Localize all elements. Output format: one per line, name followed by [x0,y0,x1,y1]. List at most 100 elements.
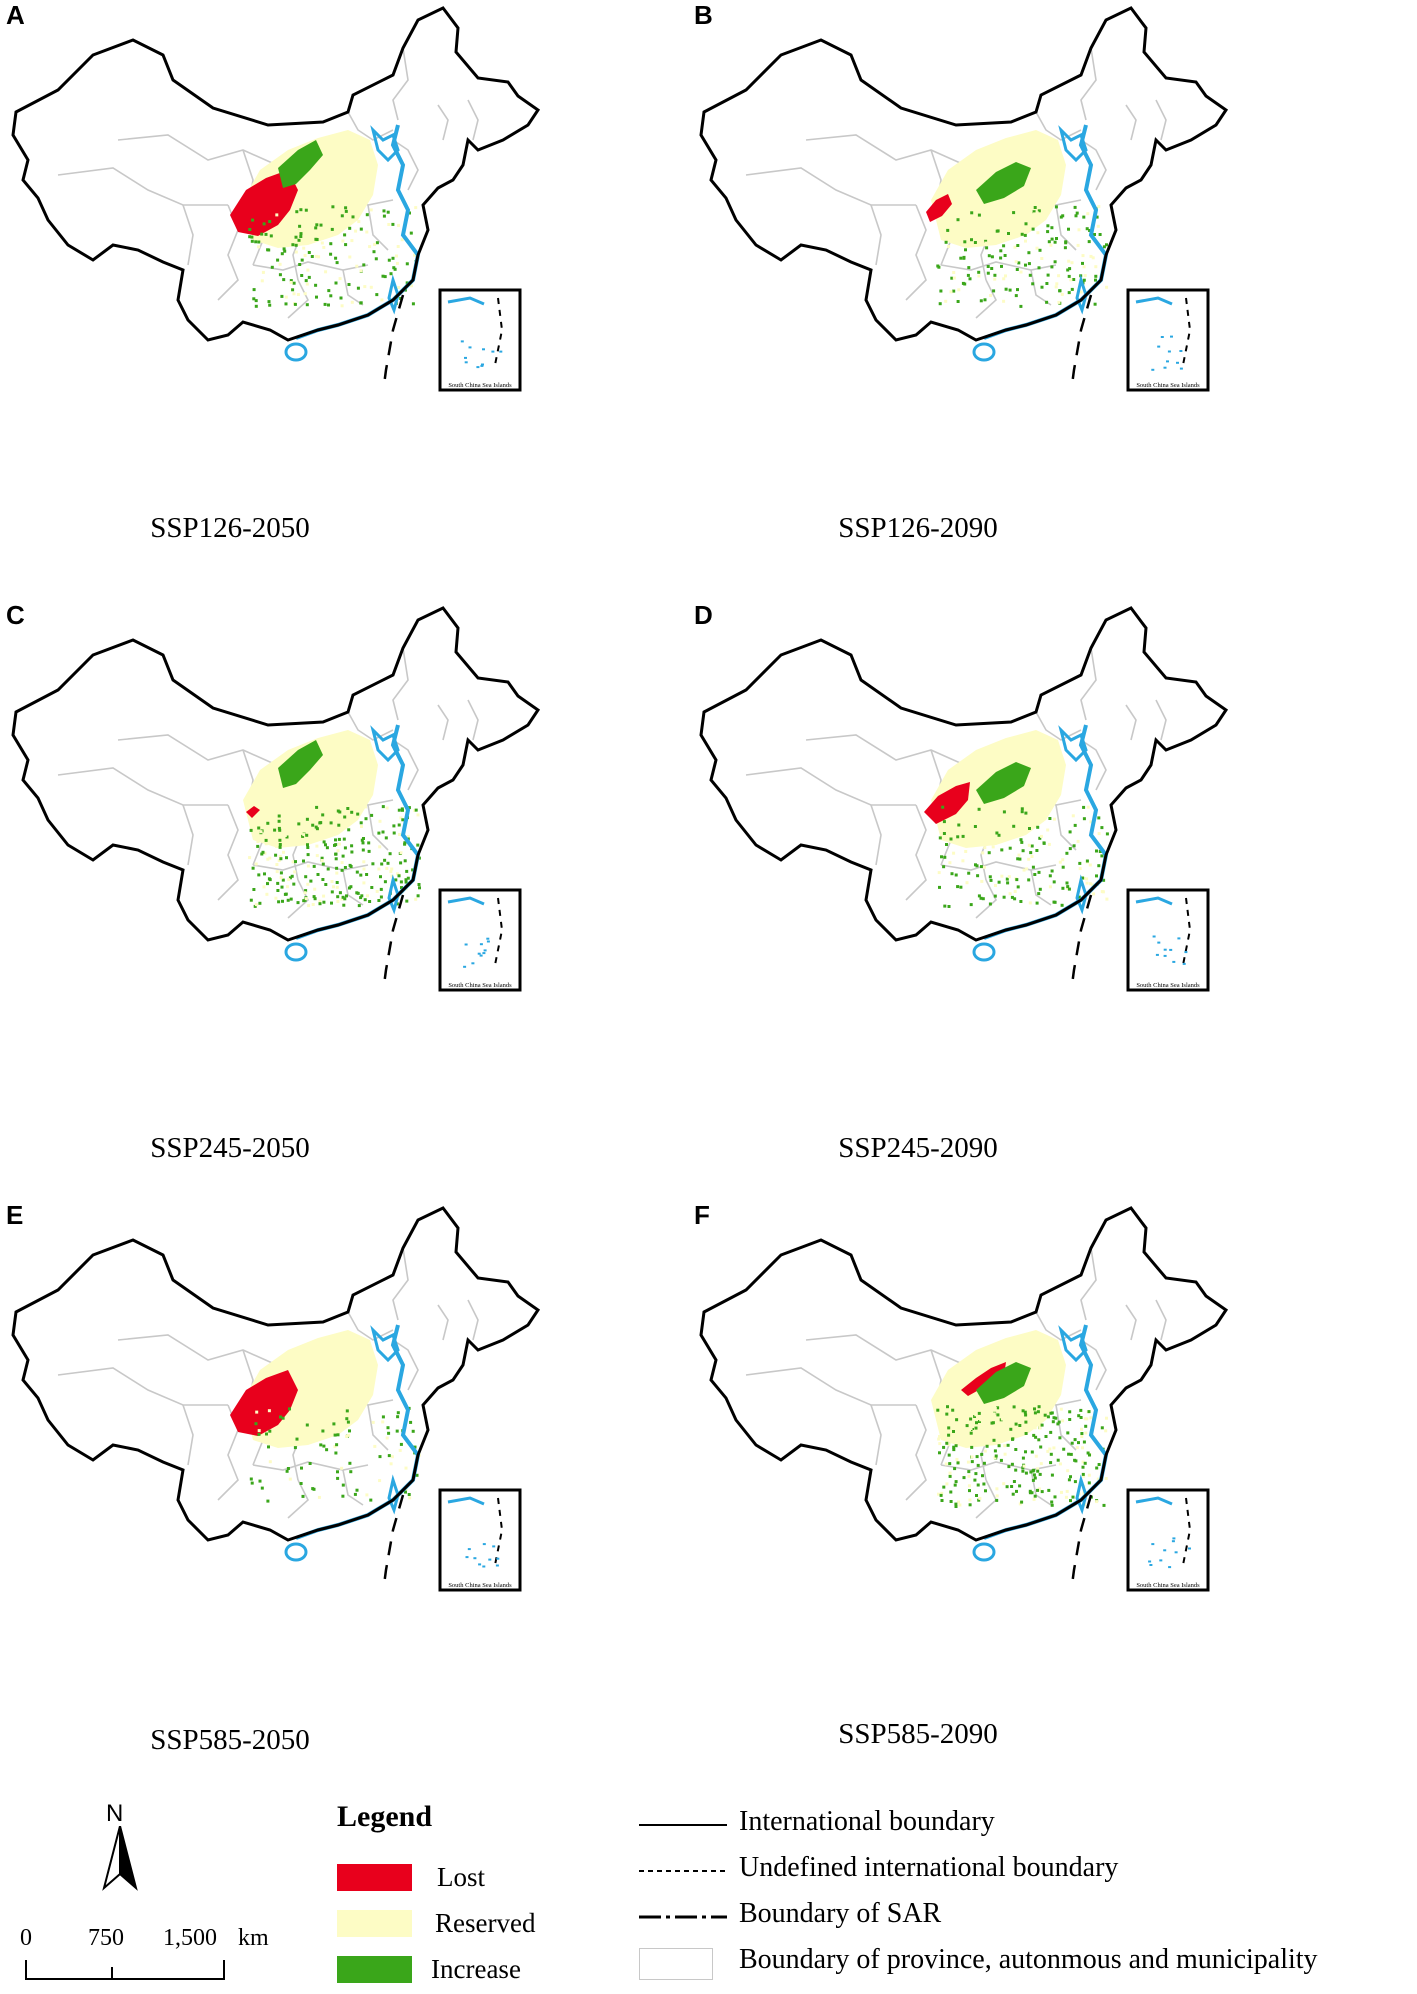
suitability-speckle [373,242,377,246]
suitability-speckle [1067,1452,1071,1456]
suitability-speckle [987,254,991,258]
inset-island [1163,366,1167,369]
suitability-speckle [997,1444,1001,1448]
suitability-speckle [395,254,398,258]
suitability-speckle [937,871,941,875]
suitability-speckle [287,878,291,882]
suitability-speckle [266,882,269,886]
inset-island [1171,1540,1175,1543]
suitability-speckle [1037,1438,1041,1442]
suitability-speckle [1048,1447,1052,1451]
suitability-speckle [977,213,981,217]
suitability-speckle [1000,264,1003,268]
suitability-speckle [1002,244,1006,248]
suitability-speckle [344,206,348,210]
suitability-speckle [280,252,284,256]
suitability-speckle [355,1488,359,1492]
suitability-speckle [991,845,995,849]
undefined-boundary [382,894,405,986]
suitability-speckle [322,1444,326,1448]
suitability-speckle [261,850,265,854]
boundary-label-undefined: Undefined international boundary [739,1852,1119,1883]
province-boundary [117,134,289,171]
suitability-speckle [311,823,315,827]
inset-island [482,348,485,351]
suitability-speckle [390,874,394,878]
suitability-speckle [1030,855,1034,858]
suitability-speckle [978,1420,981,1423]
province-boundary [437,704,449,741]
province-boundary [392,1339,419,1391]
suitability-speckle [1036,825,1040,829]
suitability-speckle [1049,243,1053,247]
suitability-speckle [1054,1416,1058,1420]
suitability-speckle [337,837,341,841]
suitability-speckle [274,896,278,900]
suitability-speckle [330,901,333,905]
suitability-speckle [329,252,333,256]
suitability-speckle [317,255,321,259]
suitability-speckle [381,1420,385,1424]
suitability-speckle [276,889,280,892]
inset-label: South China Sea Islands [1136,982,1200,989]
suitability-speckle [280,885,284,889]
suitability-speckle [1073,823,1077,827]
suitability-speckle [1035,221,1039,225]
suitability-speckle [296,293,300,296]
suitability-speckle [403,842,407,846]
suitability-speckle [1037,870,1041,874]
suitability-speckle [1006,1406,1010,1410]
suitability-speckle [1066,885,1070,889]
suitability-speckle [1014,1422,1018,1426]
suitability-speckle [379,875,382,879]
suitability-speckle [973,237,977,241]
suitability-speckle [414,206,418,210]
suitability-speckle [1077,1414,1081,1418]
suitability-speckle [364,805,367,809]
suitability-speckle [349,885,353,889]
suitability-speckle [1036,1488,1039,1492]
suitability-speckle [368,245,372,249]
suitability-speckle [1085,227,1089,231]
suitability-speckle [375,889,379,893]
suitability-speckle [970,1455,974,1459]
suitability-speckle [954,873,958,877]
suitability-speckle [365,1493,369,1497]
province-boundary [1055,1404,1077,1451]
suitability-speckle [310,255,314,258]
suitability-speckle [349,1470,353,1474]
suitability-speckle [257,1432,261,1436]
suitability-speckle [1095,1466,1099,1470]
suitability-speckle [291,243,295,247]
suitability-speckle [377,899,381,902]
suitability-speckle [403,859,407,863]
suitability-speckle [386,861,390,865]
province-boundary [287,1479,309,1519]
suitability-speckle [254,304,258,308]
suitability-speckle [302,229,306,233]
suitability-speckle [264,842,268,846]
suitability-speckle [1031,215,1035,219]
suitability-speckle [322,840,326,844]
suitability-speckle [1022,211,1026,215]
suitability-speckle [314,816,318,820]
suitability-speckle [1033,1407,1036,1411]
suitability-speckle [976,1463,980,1467]
suitability-speckle [263,872,266,876]
suitability-speckle [334,1451,338,1455]
suitability-speckle [1019,838,1023,842]
panel-letter: A [6,0,25,30]
province-boundary [905,1404,927,1501]
suitability-speckle [1061,858,1065,862]
suitability-speckle [1018,857,1022,861]
suitability-speckle [1085,877,1089,881]
suitability-speckle [1016,244,1020,247]
suitability-speckle [284,302,288,306]
suitability-speckle [392,266,396,270]
suitability-speckle [284,295,288,299]
suitability-speckle [315,223,319,227]
suitability-speckle [1030,844,1034,848]
suitability-speckle [995,229,999,233]
suitability-speckle [329,821,333,825]
suitability-speckle [366,894,369,898]
